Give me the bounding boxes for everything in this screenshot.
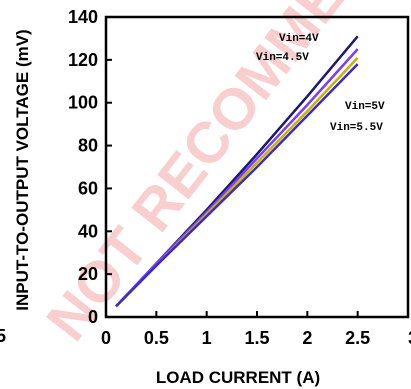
y-tick-label: 40 (78, 221, 98, 241)
x-tick-label: 0.5 (144, 328, 169, 348)
x-tick-label: 0 (101, 328, 111, 348)
annotation-vin-5-5v: Vin=5.5V (330, 122, 383, 134)
y-tick-label: 140 (68, 7, 98, 27)
y-axis-title: INPUT-TO-OUTPUT VOLTAGE (mV) (13, 29, 32, 310)
x-axis-title: LOAD CURRENT (A) (156, 368, 320, 387)
x-tick-label: 1.5 (244, 328, 269, 348)
series-line-vin-4-5v (115, 48, 359, 308)
y-tick-label: 60 (78, 178, 98, 198)
y-tick-label: 0 (88, 307, 98, 327)
x-tick-label: 3 (408, 328, 411, 348)
series-line-vin-5-5v (115, 63, 359, 308)
y-tick-label: 100 (68, 93, 98, 113)
y-tick-label: 80 (78, 136, 98, 156)
annotation-vin-4-5v: Vin=4.5V (256, 52, 309, 64)
x-tick-label: 1 (202, 328, 212, 348)
x-tick-label: 2 (302, 328, 312, 348)
axis-ticks: 0 0.5 1 1.5 2 2.5 3 0 20 40 60 80 100 120 140 (68, 7, 411, 348)
y-tick-label: 120 (68, 50, 98, 70)
x-tick-label: 2.5 (345, 328, 370, 348)
series-lines (115, 35, 359, 308)
annotation-vin-4v: Vin=4V (279, 33, 319, 45)
annotation-vin-5v: Vin=5V (345, 101, 385, 113)
edge-fragment-left: 5 (0, 326, 6, 346)
y-tick-label: 20 (78, 264, 98, 284)
